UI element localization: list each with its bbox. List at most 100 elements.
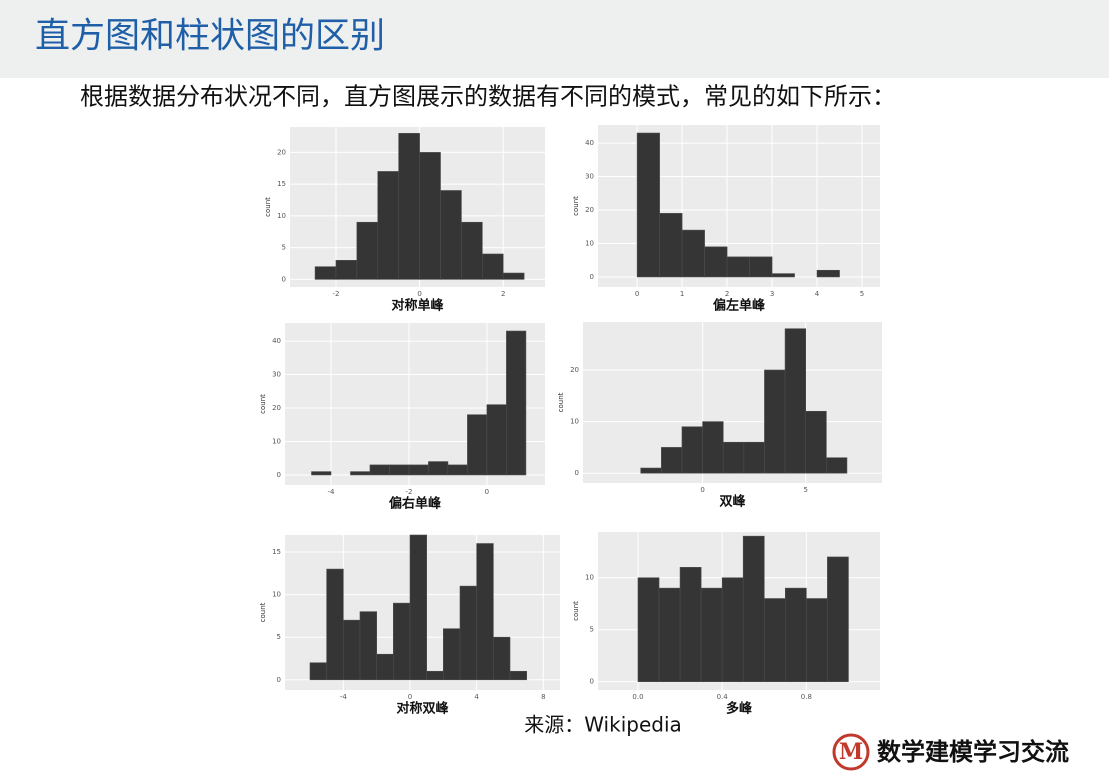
y-tick-label: 0	[575, 469, 579, 477]
bar	[726, 256, 750, 278]
bar	[742, 535, 765, 682]
bar	[636, 132, 660, 278]
y-tick-label: 40	[272, 337, 281, 345]
bar	[443, 628, 461, 681]
bar	[784, 587, 807, 682]
y-tick-label: 40	[585, 139, 594, 147]
chart-title: 对称单峰	[391, 298, 444, 314]
x-tick-label: -2	[332, 290, 339, 298]
y-tick-label: 10	[272, 437, 281, 445]
y-tick-label: 20	[585, 206, 594, 214]
y-tick-label: 5	[590, 626, 594, 634]
y-tick-label: 20	[272, 404, 281, 412]
y-tick-label: 15	[272, 548, 281, 556]
y-tick-label: 10	[570, 418, 579, 426]
bar	[359, 611, 377, 681]
chart-title: 偏左单峰	[713, 298, 766, 314]
bar	[826, 457, 848, 474]
bar	[704, 246, 728, 278]
bar	[486, 404, 507, 476]
bar	[681, 229, 705, 278]
x-tick-label: 5	[803, 486, 807, 494]
bar	[658, 587, 681, 682]
bar	[784, 328, 807, 474]
chart-title: 偏右单峰	[389, 496, 442, 512]
y-tick-label: 5	[277, 633, 281, 641]
bar	[393, 602, 411, 681]
x-tick-label: 8	[541, 693, 545, 701]
y-tick-label: 15	[277, 180, 286, 188]
bar	[309, 662, 327, 681]
bar	[369, 464, 390, 476]
y-tick-label: 0	[277, 676, 281, 684]
x-tick-label: 0.8	[801, 693, 812, 701]
bar	[447, 464, 468, 476]
logo-text: 数学建模学习交流	[877, 738, 1069, 766]
bar	[426, 670, 444, 681]
bar	[376, 653, 394, 681]
bar	[661, 447, 683, 474]
bar	[335, 260, 358, 280]
bar	[459, 585, 477, 681]
x-tick-label: 1	[680, 290, 684, 298]
bar	[461, 221, 483, 280]
y-axis-label: count	[572, 601, 580, 621]
x-tick-label: 0	[417, 290, 421, 298]
bar	[763, 598, 786, 682]
x-tick-label: 0.4	[717, 693, 729, 701]
bar	[509, 670, 527, 681]
bar	[702, 421, 724, 474]
bar	[805, 410, 827, 474]
slide-title: 直方图和柱状图的区别	[35, 17, 385, 57]
bar	[398, 133, 420, 280]
x-tick-label: 0	[485, 488, 489, 496]
x-tick-label: 0	[635, 290, 639, 298]
source: 来源：Wikipedia	[524, 713, 682, 737]
bar	[377, 171, 399, 280]
bar	[681, 426, 703, 474]
bar	[806, 598, 828, 682]
bar	[640, 467, 662, 474]
y-axis-label: count	[557, 392, 565, 412]
y-tick-label: 0	[590, 678, 594, 686]
chart-title: 双峰	[719, 494, 746, 510]
y-axis-label: count	[259, 394, 267, 414]
bar	[428, 461, 449, 476]
bar	[409, 534, 427, 681]
bar	[721, 577, 744, 682]
bar	[476, 543, 494, 681]
bar	[764, 369, 786, 474]
y-tick-label: 30	[272, 371, 281, 379]
y-tick-label: 10	[585, 239, 594, 247]
bar	[467, 414, 488, 476]
bar	[506, 330, 527, 476]
bar	[314, 266, 337, 280]
bar	[700, 587, 723, 682]
bar	[408, 464, 429, 476]
chart-title: 多峰	[726, 701, 753, 717]
bar	[722, 441, 745, 474]
chart-title: 对称双峰	[396, 701, 449, 717]
x-tick-label: 0.0	[632, 693, 643, 701]
bar	[389, 464, 410, 476]
header-band	[0, 0, 1109, 78]
y-tick-label: 10	[277, 212, 286, 220]
y-tick-label: 20	[570, 366, 579, 374]
y-tick-label: 0	[282, 275, 286, 283]
x-tick-label: 2	[501, 290, 505, 298]
y-tick-label: 0	[590, 273, 594, 281]
x-tick-label: 3	[770, 290, 774, 298]
y-axis-label: count	[572, 196, 580, 216]
x-tick-label: 0	[408, 693, 412, 701]
logo-ring	[832, 733, 870, 771]
y-tick-label: 10	[272, 591, 281, 599]
x-tick-label: -2	[405, 488, 412, 496]
bar	[311, 471, 332, 476]
bar	[679, 567, 702, 682]
x-tick-label: -4	[328, 488, 336, 496]
bar	[502, 272, 525, 280]
x-tick-label: 4	[815, 290, 820, 298]
y-tick-label: 20	[277, 148, 286, 156]
bar	[326, 568, 344, 681]
